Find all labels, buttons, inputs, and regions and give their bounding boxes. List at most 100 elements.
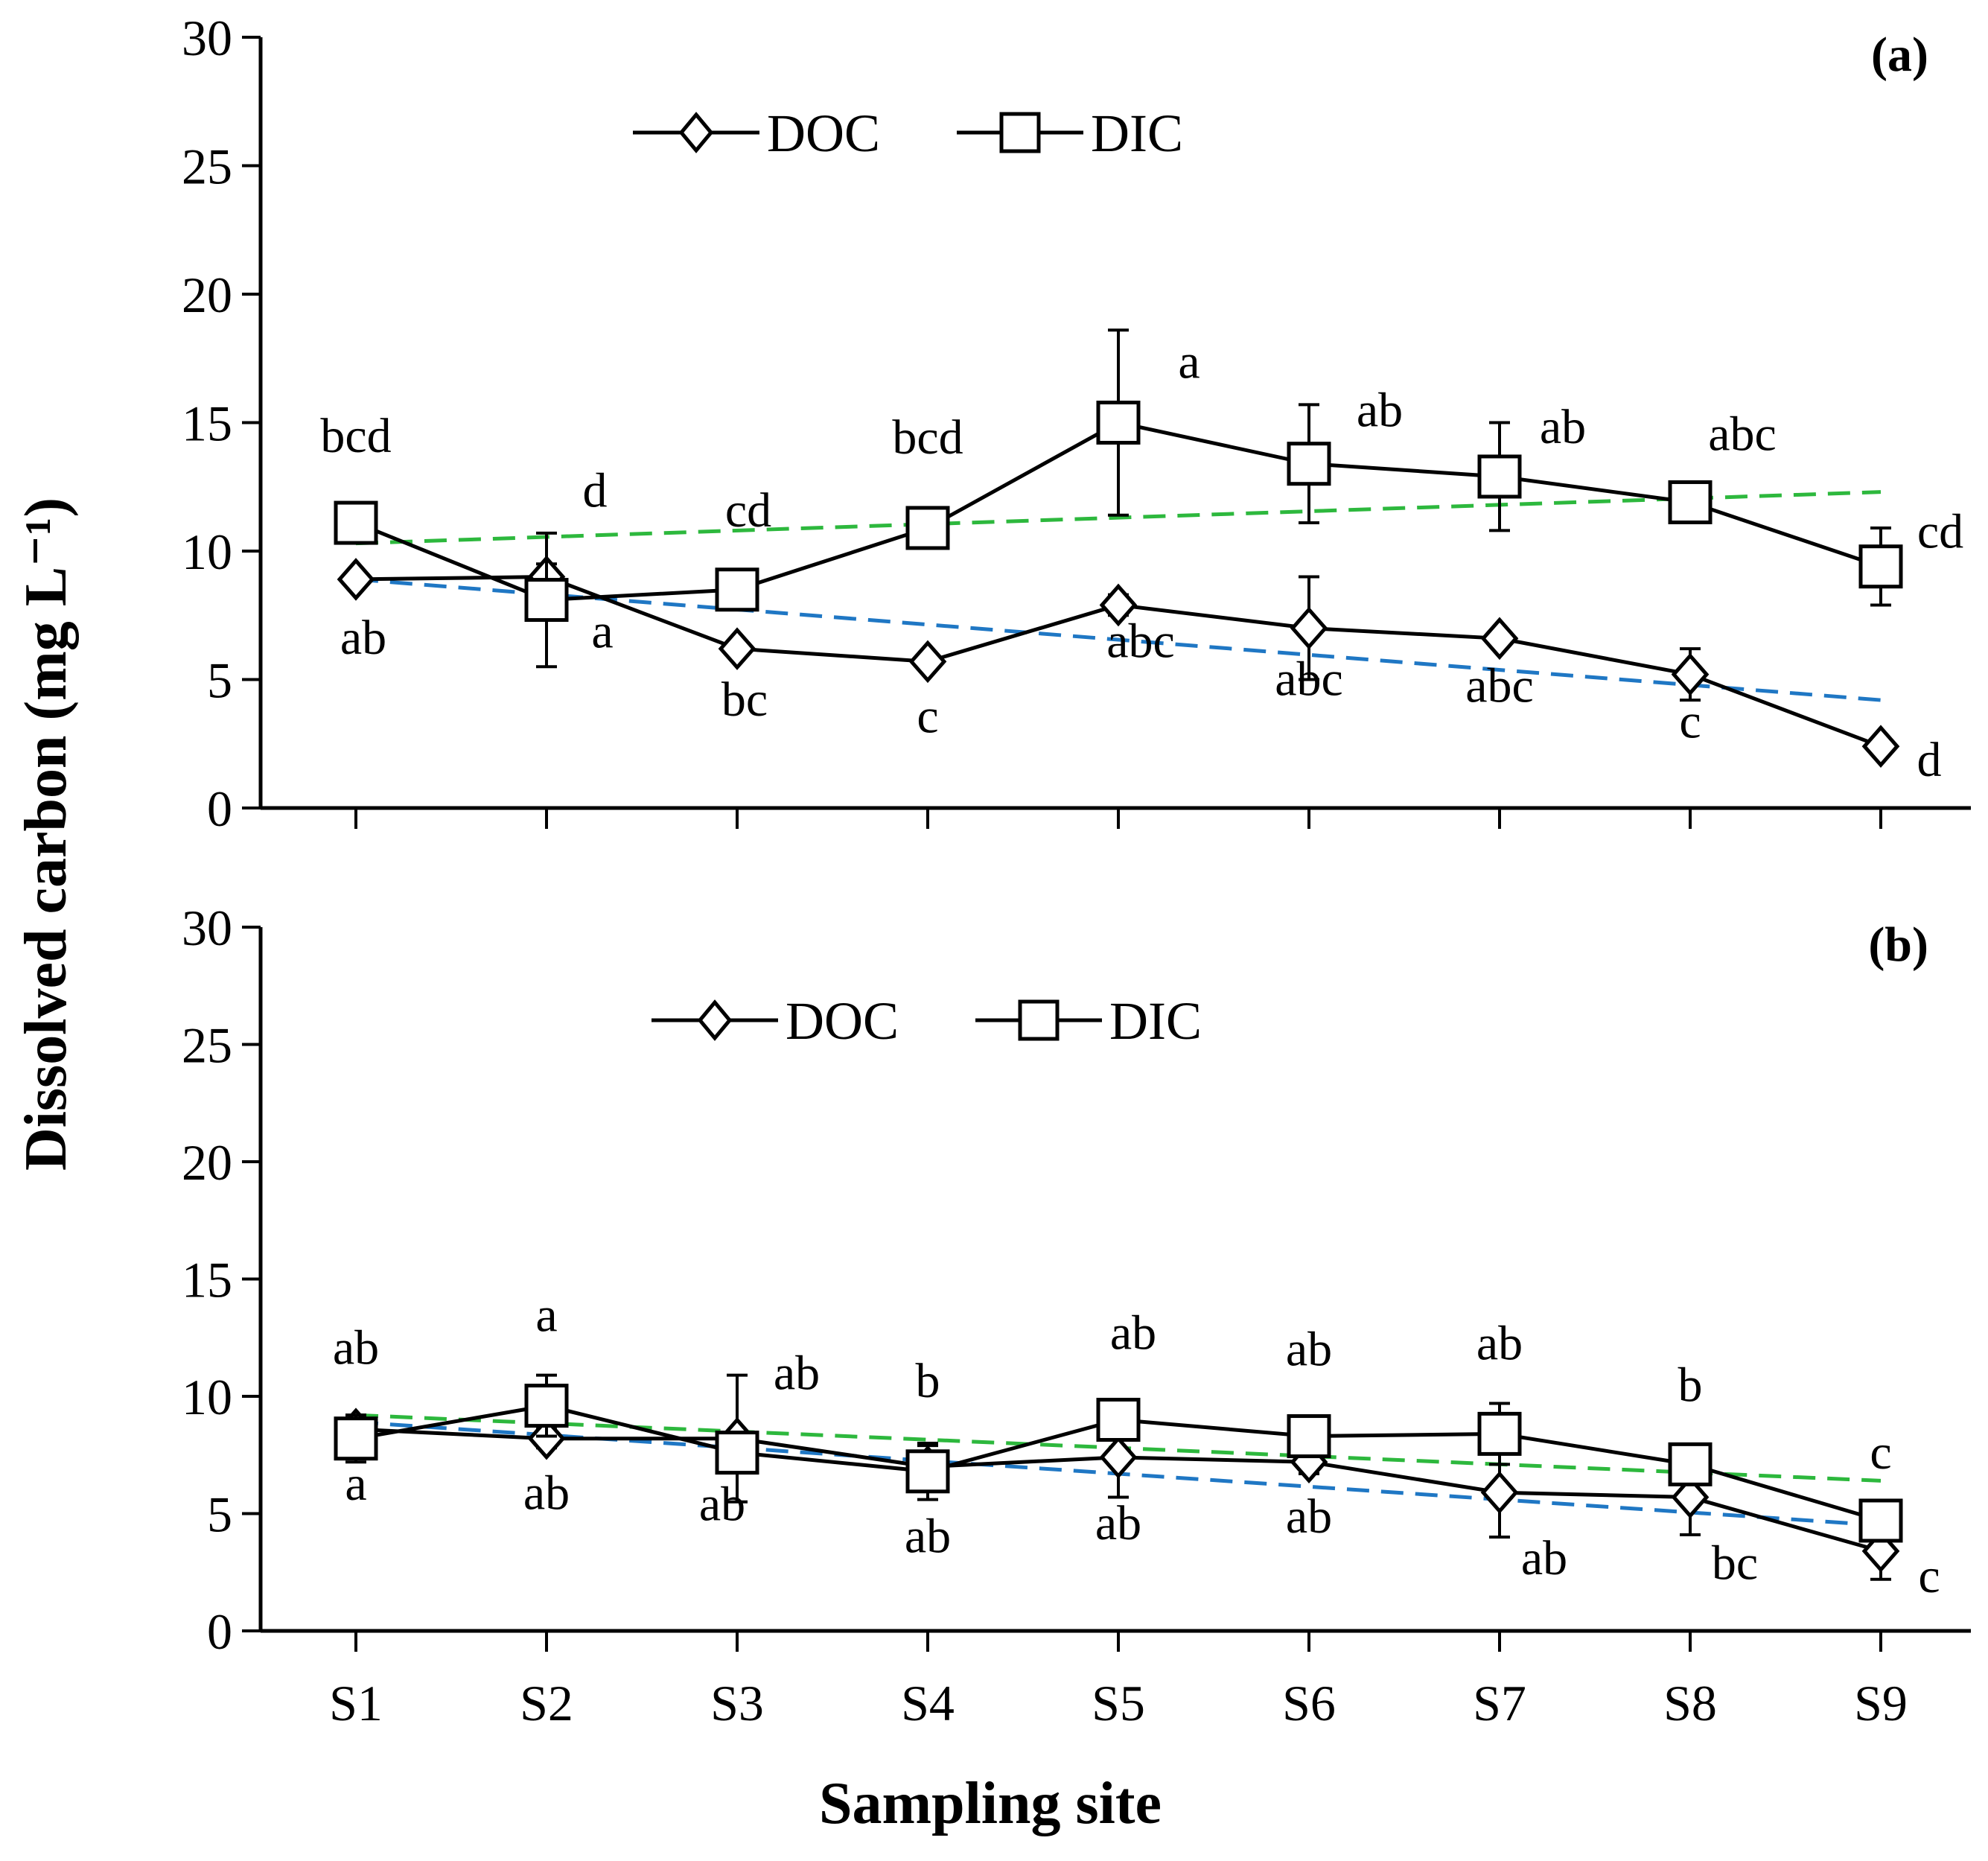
y-tick-label: 15: [182, 395, 232, 452]
doc-point-s9: [1861, 725, 1900, 768]
x-tick-label-s6: S6: [1282, 1675, 1336, 1731]
y-tick-label: 20: [182, 267, 232, 323]
legend-marker-diamond: [678, 112, 714, 153]
x-tick-label-s4: S4: [901, 1675, 955, 1731]
dic-significance-letter: ab: [1110, 1306, 1156, 1361]
y-tick-label: 20: [182, 1134, 232, 1191]
y-tick-label: 0: [207, 1603, 232, 1660]
legend-label-doc: DOC: [767, 104, 880, 163]
legend: DOC DIC: [633, 104, 1183, 163]
doc-significance-letter: a: [345, 1457, 366, 1511]
doc-significance-letter: ab: [1286, 1489, 1332, 1544]
y-tick-label: 15: [182, 1252, 232, 1308]
doc-significance-letter: abc: [1465, 658, 1534, 713]
doc-point-s7: [1480, 1471, 1519, 1514]
dic-significance-letter: a: [1178, 335, 1200, 389]
y-tick-label: 25: [182, 1017, 232, 1074]
dic-significance-letter: ab: [1476, 1316, 1523, 1370]
doc-significance-letter: ab: [905, 1510, 951, 1564]
panel-label: (b): [1868, 917, 1928, 972]
x-tick-label-s5: S5: [1092, 1675, 1145, 1731]
dic-point-s7: [1477, 1411, 1522, 1456]
doc-point-s4: [908, 640, 947, 684]
dic-significance-letter: bcd: [892, 410, 963, 465]
x-tick-label-s1: S1: [329, 1675, 383, 1731]
doc-significance-letter: ab: [340, 611, 386, 665]
y-tick-label: 30: [182, 10, 232, 66]
dic-significance-letter: d: [583, 464, 608, 518]
dic-significance-letter: a: [535, 1288, 557, 1343]
dic-significance-letter: b: [1678, 1358, 1703, 1412]
doc-point-s2: [527, 1416, 566, 1460]
doc-point-s3: [718, 627, 756, 670]
legend: DOC DIC: [651, 991, 1202, 1051]
doc-point-s1: [337, 558, 375, 601]
doc-significance-letter: bc: [721, 672, 768, 727]
doc-significance-letter: c: [917, 689, 938, 743]
dic-point-s1: [334, 500, 378, 545]
dic-point-s1: [334, 1416, 378, 1461]
doc-significance-letter: abc: [1106, 614, 1175, 668]
dic-point-s2: [524, 578, 569, 623]
dic-significance-letter: b: [916, 1354, 940, 1408]
legend-label-doc: DOC: [786, 991, 899, 1051]
doc-point-s7: [1480, 617, 1519, 661]
dic-point-s4: [905, 506, 950, 550]
y-tick-label: 30: [182, 900, 232, 956]
panel-label: (a): [1871, 28, 1928, 82]
dic-significance-letter: ab: [1286, 1323, 1332, 1377]
dic-point-s8: [1668, 1442, 1713, 1486]
doc-point-s8: [1671, 1475, 1710, 1519]
y-tick-label: 0: [207, 780, 232, 837]
doc-significance-letter: ab: [1521, 1531, 1567, 1585]
doc-significance-letter: d: [1917, 733, 1942, 787]
doc-significance-letter: abc: [1275, 652, 1343, 707]
dic-point-s9: [1858, 1498, 1903, 1543]
dic-significance-letter: ab: [1540, 400, 1586, 454]
x-axis-title: Sampling site: [819, 1771, 1162, 1836]
x-tick-label-s9: S9: [1854, 1675, 1908, 1731]
dic-trendline: [355, 490, 1882, 546]
legend-marker-diamond: [697, 999, 733, 1041]
dic-significance-letter: cd: [1917, 505, 1963, 559]
doc-significance-letter: ab: [699, 1477, 745, 1532]
dic-point-s8: [1668, 480, 1713, 524]
dic-significance-letter: bcd: [320, 409, 391, 463]
legend-marker-square: [1018, 999, 1060, 1041]
x-tick-label-s7: S7: [1473, 1675, 1526, 1731]
x-tick-label-s8: S8: [1663, 1675, 1717, 1731]
doc-significance-letter: ab: [523, 1466, 570, 1521]
x-tick-label-s2: S2: [520, 1675, 573, 1731]
doc-significance-letter: c: [1918, 1549, 1940, 1603]
dic-point-s7: [1477, 454, 1522, 499]
doc-significance-letter: c: [1679, 695, 1701, 749]
dic-significance-letter: ab: [1357, 384, 1403, 438]
doc-point-s5: [1099, 583, 1138, 627]
y-tick-label: 25: [182, 139, 232, 195]
doc-point-s5: [1099, 1436, 1138, 1479]
dic-significance-letter: cd: [725, 483, 771, 538]
y-tick-label: 5: [207, 652, 232, 709]
y-axis-title: Dissolved carbon (mg L⁻¹): [13, 497, 79, 1171]
dic-significance-letter: abc: [1708, 407, 1777, 461]
dic-point-s6: [1287, 442, 1331, 486]
doc-point-s8: [1671, 652, 1710, 696]
dic-point-s2: [524, 1384, 569, 1428]
dic-point-s5: [1096, 401, 1141, 445]
dic-point-s9: [1858, 544, 1903, 589]
dic-point-s3: [715, 567, 759, 612]
doc-significance-letter: bc: [1712, 1536, 1758, 1590]
y-tick-label: 10: [182, 524, 232, 580]
dic-point-s3: [715, 1431, 759, 1475]
legend-label-dic: DIC: [1109, 991, 1202, 1051]
dic-significance-letter: ab: [333, 1321, 379, 1375]
dic-point-s5: [1096, 1398, 1141, 1442]
doc-significance-letter: ab: [1095, 1496, 1141, 1550]
x-tick-label-s3: S3: [710, 1675, 764, 1731]
y-tick-label: 10: [182, 1369, 232, 1425]
dic-point-s6: [1287, 1414, 1331, 1459]
